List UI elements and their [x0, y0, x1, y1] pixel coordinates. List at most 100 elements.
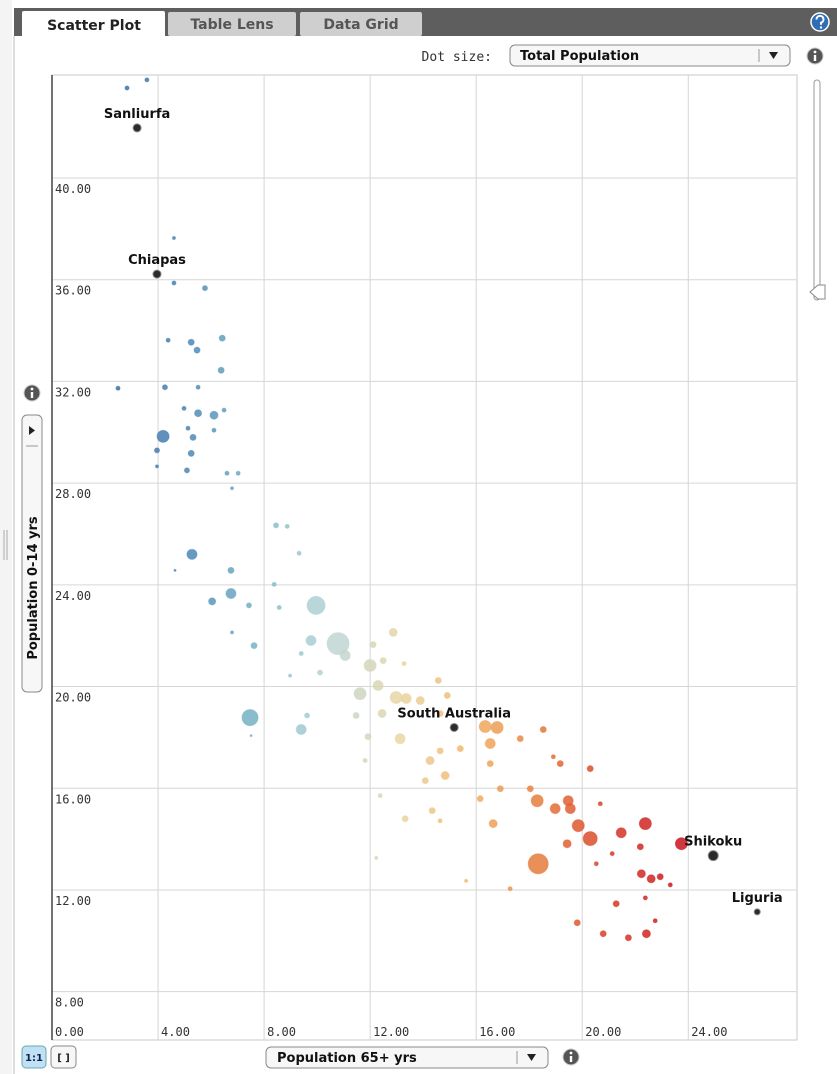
- dot: [369, 641, 377, 649]
- dot: [401, 661, 407, 667]
- dot: [415, 696, 425, 706]
- dot: [185, 425, 191, 431]
- dot: [641, 929, 651, 939]
- dot: [478, 719, 492, 733]
- dot: [582, 831, 598, 847]
- dot: [516, 735, 524, 743]
- dot-size-value[interactable]: Total Population: [520, 49, 639, 64]
- dot: [115, 385, 121, 391]
- dot: [284, 523, 290, 529]
- dot: [562, 839, 572, 849]
- button-label[interactable]: 1:1: [25, 1053, 43, 1064]
- dot: [225, 587, 237, 599]
- dot: [173, 568, 177, 572]
- dot: [377, 793, 383, 799]
- dot: [379, 657, 387, 665]
- point-label: Liguria: [732, 891, 783, 906]
- dot: [306, 595, 326, 615]
- dot: [372, 680, 384, 692]
- dot: [615, 827, 627, 839]
- dot: [507, 886, 513, 892]
- help-icon[interactable]: [810, 12, 830, 32]
- button[interactable]: [21, 1045, 47, 1069]
- dot: [144, 77, 150, 83]
- x-tick-label: 4.00: [161, 1025, 190, 1039]
- dot: [496, 785, 504, 793]
- tab-label[interactable]: Data Grid: [323, 17, 398, 33]
- dot: [186, 548, 198, 560]
- point-label: Shikoku: [684, 835, 742, 850]
- dot: [296, 550, 302, 556]
- dot: [656, 873, 664, 881]
- point-label: South Australia: [397, 706, 511, 721]
- dot: [642, 895, 648, 901]
- dot: [636, 869, 646, 879]
- dot: [304, 712, 311, 719]
- dot: [353, 687, 367, 701]
- info-icon[interactable]: [23, 384, 41, 402]
- x-tick-label: 24.00: [691, 1025, 727, 1039]
- dot: [221, 407, 227, 413]
- dot: [530, 794, 544, 808]
- x-axis-label[interactable]: Population 65+ yrs: [277, 1051, 417, 1066]
- dot: [241, 709, 259, 727]
- highlighted-dot: [132, 123, 142, 133]
- dot: [646, 874, 656, 884]
- y-tick-label: 32.00: [55, 385, 91, 399]
- dot: [599, 930, 607, 938]
- dot: [276, 604, 282, 610]
- dot: [612, 900, 620, 908]
- dot: [161, 384, 168, 391]
- x-tick-label: 20.00: [585, 1025, 621, 1039]
- y-axis-label[interactable]: Population 0-14 yrs: [26, 516, 41, 660]
- x-tick-label: 16.00: [479, 1025, 515, 1039]
- dot: [400, 692, 412, 704]
- dot: [153, 447, 160, 454]
- dot: [436, 710, 444, 718]
- slider-thumb[interactable]: [809, 284, 826, 300]
- dot: [187, 449, 195, 457]
- dot: [339, 650, 351, 662]
- tab-active[interactable]: [22, 11, 165, 38]
- dot: [209, 410, 219, 420]
- dot: [165, 337, 171, 343]
- dot: [490, 720, 504, 734]
- dot: [440, 771, 450, 781]
- dot: [317, 669, 324, 676]
- tab[interactable]: [300, 12, 422, 36]
- y-tick-label: 12.00: [55, 894, 91, 908]
- dot: [195, 384, 201, 390]
- x-tick-label: 0.00: [55, 1025, 84, 1039]
- dot: [171, 280, 177, 286]
- highlighted-dot: [449, 722, 459, 732]
- dot: [181, 405, 187, 411]
- button-label[interactable]: [ ]: [57, 1053, 70, 1064]
- highlighted-dot: [753, 908, 761, 916]
- dot: [183, 467, 190, 474]
- tab-label[interactable]: Table Lens: [190, 17, 273, 33]
- y-tick-label: 36.00: [55, 284, 91, 298]
- slider-track[interactable]: [813, 79, 821, 301]
- dot: [550, 754, 556, 760]
- dot: [571, 819, 585, 833]
- dot: [326, 632, 350, 656]
- y-tick-label: 8.00: [55, 996, 84, 1010]
- dot: [638, 817, 652, 831]
- button[interactable]: [50, 1045, 77, 1069]
- dot: [201, 285, 208, 292]
- info-icon[interactable]: [562, 1048, 580, 1066]
- dot-size-dropdown[interactable]: [509, 44, 791, 67]
- tab-label[interactable]: Scatter Plot: [47, 18, 141, 34]
- dot: [245, 602, 252, 609]
- y-tick-label: 28.00: [55, 487, 91, 501]
- dot: [486, 760, 494, 768]
- y-axis-selector[interactable]: [21, 414, 43, 693]
- point-label: Chiapas: [128, 253, 186, 268]
- dot: [593, 861, 599, 867]
- info-icon[interactable]: [806, 47, 824, 65]
- tab[interactable]: [168, 12, 296, 36]
- dot: [235, 470, 241, 476]
- dot: [171, 235, 176, 240]
- x-axis-selector[interactable]: [265, 1046, 549, 1069]
